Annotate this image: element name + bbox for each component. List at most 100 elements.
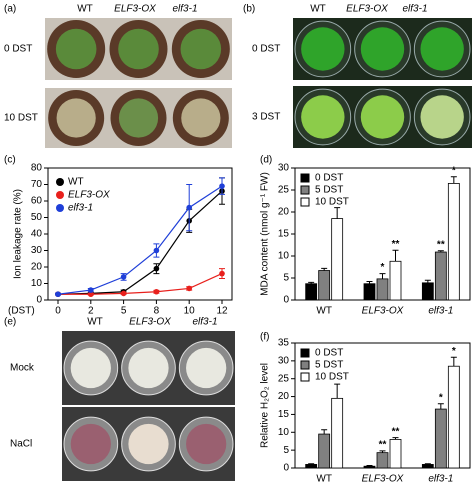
leaves [301, 95, 345, 139]
bar [331, 397, 344, 469]
legend-marker [300, 173, 310, 183]
point [88, 291, 94, 298]
y-tick-label: 60 [31, 196, 43, 207]
point [55, 291, 61, 298]
point [219, 270, 225, 277]
y-tick-label: 20 [278, 207, 290, 218]
y-tick-label: 30 [278, 163, 290, 174]
column-label: WT [77, 4, 93, 15]
y-tick-label: 30 [278, 355, 290, 366]
legend-marker [300, 372, 310, 382]
y-tick-label: 20 [278, 391, 290, 402]
point [88, 287, 94, 293]
row-label: 0 DST [4, 44, 32, 55]
bar [421, 464, 434, 469]
plant [181, 98, 221, 138]
y-tick-label: 15 [278, 409, 290, 420]
plant [180, 28, 222, 70]
point [153, 247, 160, 254]
y-tick-label: 20 [31, 262, 43, 273]
panel-label: (a) [4, 4, 16, 15]
bar [389, 439, 402, 469]
y-tick-label: 5 [283, 273, 289, 284]
legend-marker [300, 197, 310, 207]
legend-label: 10 DST [315, 372, 349, 383]
panel-label: (c) [4, 155, 16, 166]
row-label: Mock [10, 363, 35, 374]
x-tick-label: 0 [55, 306, 61, 317]
plant [118, 28, 159, 70]
panel-label: (f) [260, 332, 269, 343]
y-axis-label: MDA content (nmol g⁻¹ FW) [260, 172, 271, 296]
point [153, 265, 160, 272]
line [57, 190, 223, 295]
x-tick-label: ELF3-OX [362, 306, 404, 317]
panel-label: (e) [4, 317, 16, 328]
y-tick-label: 50 [31, 212, 43, 223]
panel-label: (d) [260, 155, 272, 166]
y-tick-label: 30 [31, 245, 43, 256]
line [58, 273, 223, 295]
y-tick-label: 40 [31, 229, 43, 240]
x-tick-label: 12 [216, 306, 228, 317]
significance: * [452, 346, 456, 357]
y-tick-label: 0 [36, 295, 42, 306]
point [153, 288, 160, 295]
column-label: WT [87, 317, 103, 328]
legend-marker [56, 204, 64, 212]
legend-label: 5 DST [315, 360, 343, 371]
significance: * [452, 165, 456, 176]
leaves [420, 95, 464, 139]
column-label: ELF3-OX [129, 317, 171, 328]
significance: * [439, 392, 443, 403]
legend-marker [300, 185, 310, 195]
legend-label: 0 DST [315, 348, 343, 359]
bar [331, 218, 344, 301]
y-axis-label: Ion leakage rate (%) [13, 189, 24, 279]
leaves [420, 27, 464, 71]
row-label: 0 DST [252, 44, 280, 55]
y-tick-label: 35 [278, 338, 290, 349]
panel-label: (b) [243, 4, 255, 15]
x-axis-label: (DST) [8, 306, 35, 317]
column-label: ELF3-OX [114, 4, 156, 15]
bar [434, 251, 447, 301]
legend-label: 10 DST [315, 197, 349, 208]
x-tick-label: WT [316, 306, 332, 317]
legend-label: 5 DST [315, 185, 343, 196]
bar [363, 465, 376, 469]
bar [447, 182, 460, 301]
column-label: ELF3-OX [346, 4, 388, 15]
legend-label: ELF3-OX [68, 190, 110, 201]
y-tick-label: 15 [278, 229, 290, 240]
point [186, 204, 192, 211]
y-tick-label: 80 [31, 163, 43, 174]
x-tick-label: 8 [154, 306, 160, 317]
bar [376, 452, 389, 469]
x-tick-label: 10 [184, 306, 196, 317]
y-tick-label: 0 [283, 295, 289, 306]
significance: ** [437, 239, 445, 250]
significance: ** [392, 239, 400, 250]
seedlings [128, 347, 169, 389]
bar [421, 282, 434, 301]
leaves [301, 27, 345, 71]
legend-marker [56, 191, 64, 199]
point [219, 183, 225, 189]
y-tick-label: 0 [283, 463, 289, 474]
plant [118, 98, 159, 138]
point [120, 290, 127, 297]
point [186, 285, 192, 292]
plant [56, 98, 96, 138]
seedlings [70, 423, 111, 465]
y-tick-label: 25 [278, 185, 290, 196]
x-tick-label: elf3-1 [428, 306, 453, 317]
column-label: elf3-1 [172, 4, 197, 15]
significance: ** [392, 426, 400, 437]
leaves [360, 95, 405, 139]
y-tick-label: 10 [278, 251, 290, 262]
plant [55, 28, 97, 70]
bar [389, 260, 402, 301]
bar [376, 278, 389, 301]
